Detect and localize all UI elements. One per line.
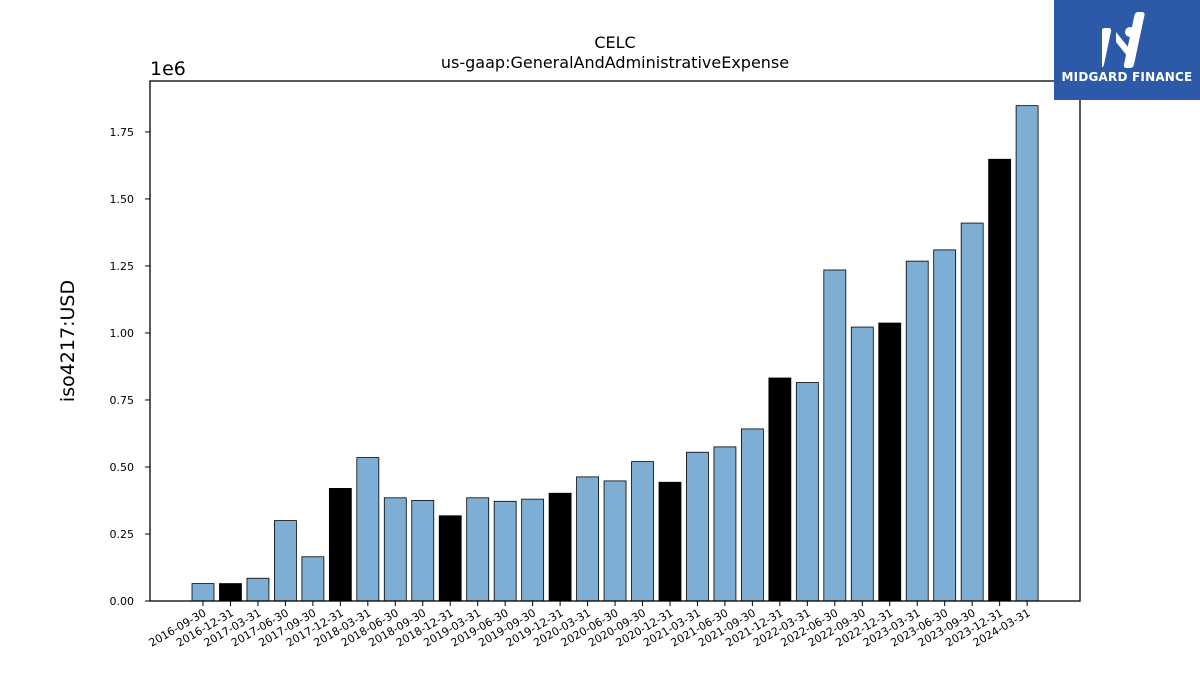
y-tick-label: 1.00 — [110, 327, 135, 340]
bars-group — [191, 105, 1039, 602]
bar-2022-12-31 — [878, 322, 902, 602]
bar-2016-12-31 — [219, 583, 242, 602]
y-axis-label: iso4217:USD — [57, 280, 79, 402]
bar-2022-06-30 — [823, 269, 847, 602]
y-ticks-group: 0.00 0.25 0.50 0.75 1.00 1.25 1.50 1.75 — [110, 126, 150, 608]
bar-2019-03-31 — [466, 497, 490, 602]
bar-2018-06-30 — [383, 497, 407, 602]
bar-2022-03-31 — [795, 382, 819, 602]
bar-2017-03-31 — [246, 577, 270, 602]
bar-2020-09-30 — [631, 461, 654, 602]
plot-frame — [149, 80, 1081, 602]
bar-2024-03-31 — [1015, 105, 1039, 602]
x-ticks-group: 2016-09-302016-12-312017-03-312017-06-30… — [147, 601, 1033, 650]
chart-title: CELC — [594, 33, 635, 52]
y-tick-label: 1.25 — [110, 260, 135, 273]
y-tick-label: 0.75 — [110, 394, 135, 407]
bar-2016-09-30 — [191, 583, 215, 602]
bar-2020-03-31 — [576, 476, 599, 602]
bar-2023-03-31 — [905, 260, 929, 602]
bar-2021-06-30 — [713, 446, 737, 602]
bar-2019-12-31 — [548, 492, 572, 602]
bar-2023-06-30 — [933, 249, 957, 602]
brand-logo: MIDGARD FINANCE — [1054, 0, 1200, 100]
midgard-logo-icon — [1102, 12, 1145, 68]
y-tick-label: 1.75 — [110, 126, 135, 139]
chart-subtitle: us-gaap:GeneralAndAdministrativeExpense — [441, 53, 789, 72]
bar-2018-12-31 — [438, 515, 462, 602]
bar-2019-06-30 — [493, 500, 517, 602]
bar-2021-03-31 — [686, 451, 709, 602]
y-tick-label: 0.00 — [110, 595, 135, 608]
bar-2020-06-30 — [603, 480, 627, 602]
bar-2020-12-31 — [658, 481, 682, 602]
bar-2022-09-30 — [850, 326, 874, 602]
y-tick-label: 0.50 — [110, 461, 135, 474]
y-tick-label: 1.50 — [110, 193, 135, 206]
bar-2018-03-31 — [356, 457, 380, 602]
bar-2018-09-30 — [411, 500, 435, 602]
bar-2021-09-30 — [741, 428, 764, 602]
bar-2019-09-30 — [521, 498, 545, 602]
bar-2021-12-31 — [768, 377, 792, 602]
brand-name: MIDGARD FINANCE — [1061, 70, 1193, 84]
y-tick-label: 0.25 — [110, 528, 135, 541]
bar-2023-09-30 — [960, 222, 984, 602]
bar-2017-06-30 — [274, 520, 297, 602]
bar-2017-12-31 — [328, 488, 352, 602]
bar-2017-09-30 — [301, 556, 325, 602]
y-scale-label: 1e6 — [150, 58, 186, 80]
bar-2023-12-31 — [988, 158, 1012, 602]
